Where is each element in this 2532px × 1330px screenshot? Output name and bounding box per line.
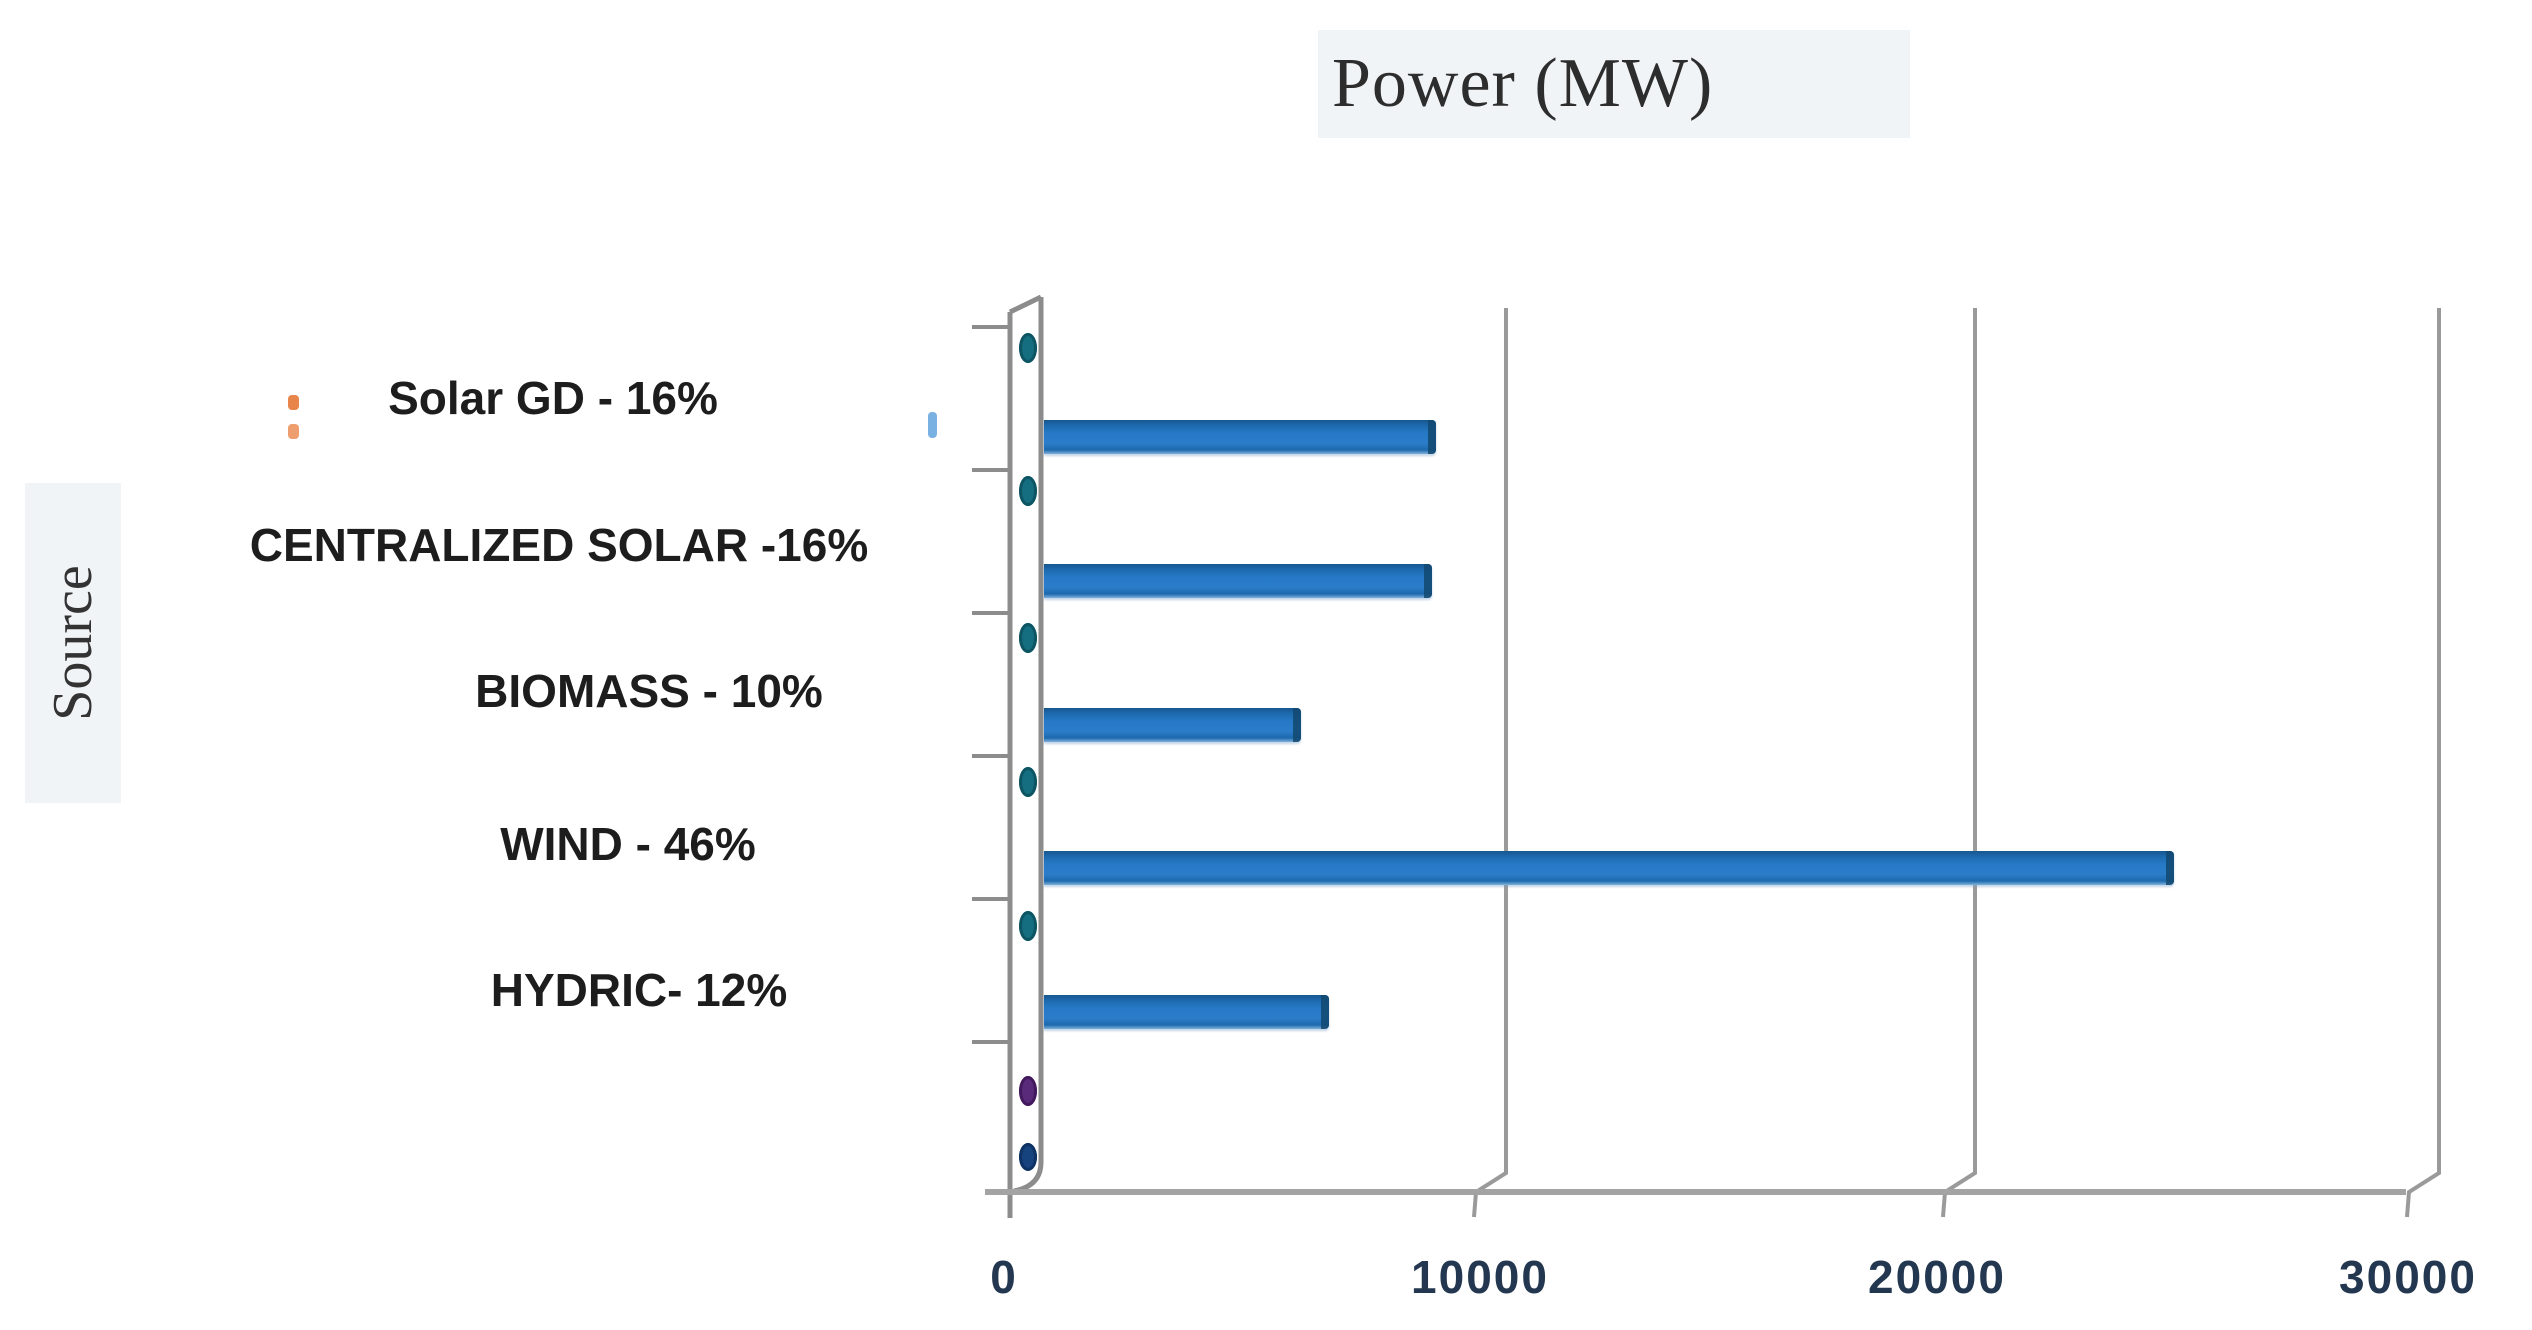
x-tick-10000: 10000 [1411, 1251, 1549, 1303]
category-label-centralized-solar: CENTRALIZED SOLAR -16% [249, 519, 869, 571]
stray-blue-mark [928, 412, 937, 438]
gridline-30000 [2405, 308, 2441, 1218]
bar-1 [1044, 420, 1436, 454]
navy-marker-dot [1019, 1143, 1037, 1171]
purple-marker-dot [1019, 1076, 1037, 1106]
teal-marker-dot [1019, 476, 1037, 506]
gridline-20000 [1941, 308, 1977, 1218]
category-label-solar-gd: Solar GD - 16% [388, 372, 718, 424]
teal-marker-dot [1019, 911, 1037, 941]
category-label-hydric: HYDRIC- 12% [490, 964, 788, 1016]
teal-marker-dot [1019, 333, 1037, 363]
x-tick-0: 0 [990, 1251, 1018, 1303]
chart-title: Power (MW) [1332, 45, 1714, 122]
x-tick-30000: 30000 [2339, 1251, 2477, 1303]
bar-3 [1044, 708, 1301, 742]
stray-orange-mark [288, 395, 299, 410]
y-axis-top-slant [1008, 294, 1043, 315]
y-axis-title-box: Source [25, 483, 121, 803]
bar-4 [1044, 851, 2174, 885]
y-axis-ticks [972, 325, 1010, 1044]
category-label-wind: WIND - 46% [500, 818, 756, 870]
teal-marker-dot [1019, 623, 1037, 653]
gridline-10000 [1472, 308, 1508, 1218]
teal-marker-dot [1019, 767, 1037, 797]
chart-title-box: Power (MW) [1318, 30, 1910, 138]
stray-orange-mark [288, 424, 299, 439]
y-axis-title: Source [42, 565, 104, 721]
y-axis-back-wall [1013, 297, 1044, 1194]
gridlines [1472, 308, 2441, 1218]
bar-5 [1044, 995, 1329, 1029]
bar-2 [1044, 564, 1432, 598]
x-tick-20000: 20000 [1868, 1251, 2006, 1303]
category-label-biomass: BIOMASS - 10% [475, 665, 823, 717]
